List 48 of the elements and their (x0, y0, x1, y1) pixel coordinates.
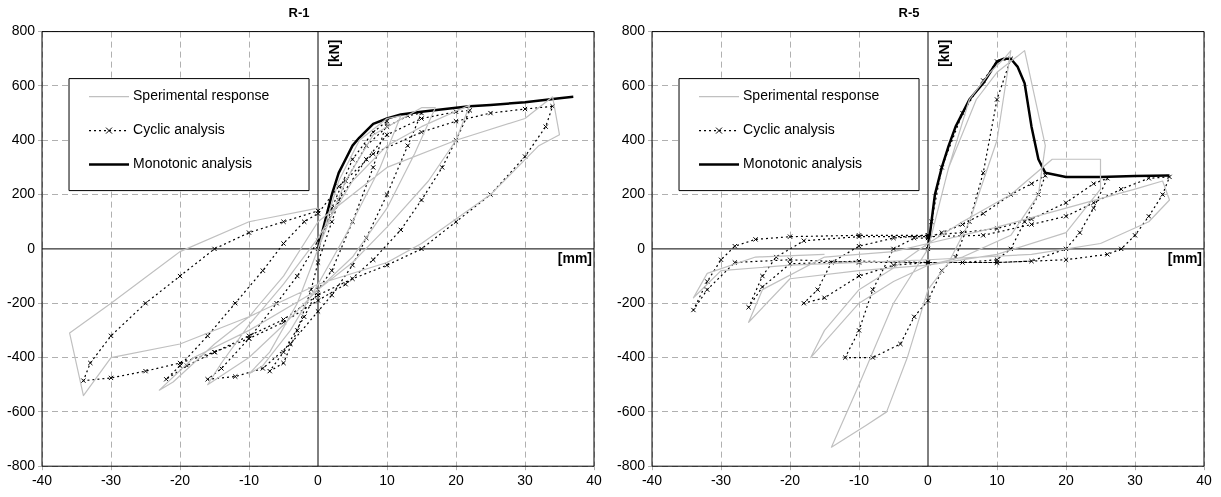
x-tick-label: 0 (314, 472, 323, 489)
y-tick-label: 0 (27, 239, 36, 256)
y-axis-title: [kN] (935, 39, 952, 67)
x-tick-label: 20 (1058, 472, 1074, 489)
x-tick-label: -10 (238, 472, 260, 489)
y-tick-label: 600 (621, 76, 646, 93)
x-tick-label: -20 (169, 472, 191, 489)
y-tick-label: 800 (621, 22, 646, 39)
x-tick-label: 20 (448, 472, 464, 489)
y-tick-label: -200 (616, 294, 646, 311)
legend-label: Sperimental response (743, 87, 880, 104)
x-axis-title: [mm] (1167, 249, 1202, 266)
legend-label: Cyclic analysis (743, 121, 835, 138)
x-tick-label: -30 (100, 472, 122, 489)
y-tick-label: -200 (6, 294, 36, 311)
y-tick-label: -600 (616, 402, 646, 419)
y-tick-label: -400 (616, 348, 646, 365)
legend-label: Monotonic analysis (133, 155, 253, 172)
legend-label: Sperimental response (133, 87, 270, 104)
x-tick-label: 30 (1127, 472, 1143, 489)
y-tick-label: 600 (11, 76, 36, 93)
x-tick-label: 10 (989, 472, 1005, 489)
x-tick-label: -40 (31, 472, 53, 489)
x-tick-label: 40 (1196, 472, 1212, 489)
y-tick-label: 0 (637, 239, 646, 256)
y-tick-label: 200 (621, 185, 646, 202)
x-tick-label: -40 (641, 472, 663, 489)
x-tick-label: 0 (924, 472, 933, 489)
chart-title: R-5 (898, 5, 920, 21)
chart-title: R-1 (288, 5, 310, 21)
x-tick-label: 40 (586, 472, 602, 489)
y-tick-label: 200 (11, 185, 36, 202)
y-tick-label: -400 (6, 348, 36, 365)
x-tick-label: 10 (379, 472, 395, 489)
x-tick-label: 30 (517, 472, 533, 489)
y-tick-label: 400 (621, 131, 646, 148)
x-tick-label: -10 (848, 472, 870, 489)
y-tick-label: 800 (11, 22, 36, 39)
x-tick-label: -30 (710, 472, 732, 489)
y-axis-title: [kN] (325, 39, 342, 67)
y-tick-label: -600 (6, 402, 36, 419)
legend-label: Cyclic analysis (133, 121, 225, 138)
legend-label: Monotonic analysis (743, 155, 863, 172)
y-tick-label: 400 (11, 131, 36, 148)
y-tick-label: -800 (6, 457, 36, 474)
y-tick-label: -800 (616, 457, 646, 474)
x-axis-title: [mm] (557, 249, 592, 266)
x-tick-label: -20 (779, 472, 801, 489)
